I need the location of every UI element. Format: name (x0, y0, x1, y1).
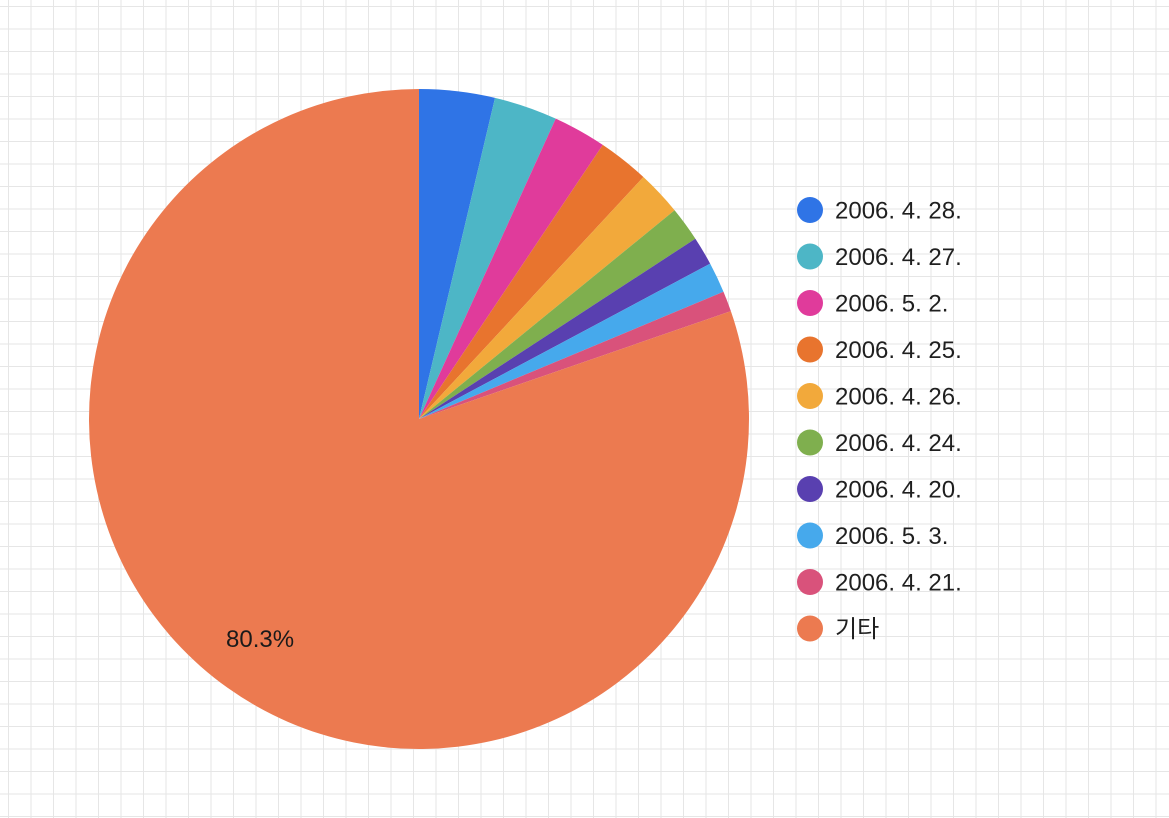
pie-slice (88, 89, 749, 750)
legend-swatch (797, 197, 823, 223)
pie-slice (419, 118, 603, 419)
legend-swatch (797, 336, 823, 363)
legend-label: 2006. 4. 25. (835, 337, 962, 364)
legend-swatch (797, 522, 823, 549)
legend-label: 2006. 5. 2. (835, 291, 948, 318)
legend-label: 2006. 5. 3. (835, 523, 948, 550)
legend-swatch (797, 615, 823, 642)
legend-swatch (797, 290, 823, 316)
pie-slice (419, 144, 644, 419)
slice-data-label: 80.3% (226, 626, 294, 653)
pie-slices (88, 89, 749, 750)
legend: 2006. 4. 28. 2006. 4. 27. 2006. 5. 2. 2006.… (797, 197, 962, 643)
legend-label: 2006. 4. 26. (835, 384, 962, 411)
legend-swatch (797, 243, 823, 270)
pie-slice (419, 291, 731, 419)
legend-label: 기타 (835, 616, 879, 643)
pie-slice (419, 263, 724, 419)
pie-slice (419, 97, 556, 419)
legend-swatch (797, 429, 823, 456)
pie-slice (419, 177, 675, 419)
legend-label: 2006. 4. 20. (835, 477, 962, 504)
legend-label: 2006. 4. 21. (835, 570, 962, 597)
legend-label: 2006. 4. 28. (835, 198, 962, 225)
pie-slice (419, 238, 711, 419)
legend-label: 2006. 4. 27. (835, 244, 962, 271)
legend-swatch (797, 383, 823, 409)
pie-slice (419, 89, 496, 419)
legend-swatch (797, 476, 823, 502)
pie-data-labels: 80.3% (226, 626, 294, 653)
legend-swatch (797, 569, 823, 595)
pie-slice (419, 210, 696, 419)
legend-label: 2006. 4. 24. (835, 430, 962, 457)
